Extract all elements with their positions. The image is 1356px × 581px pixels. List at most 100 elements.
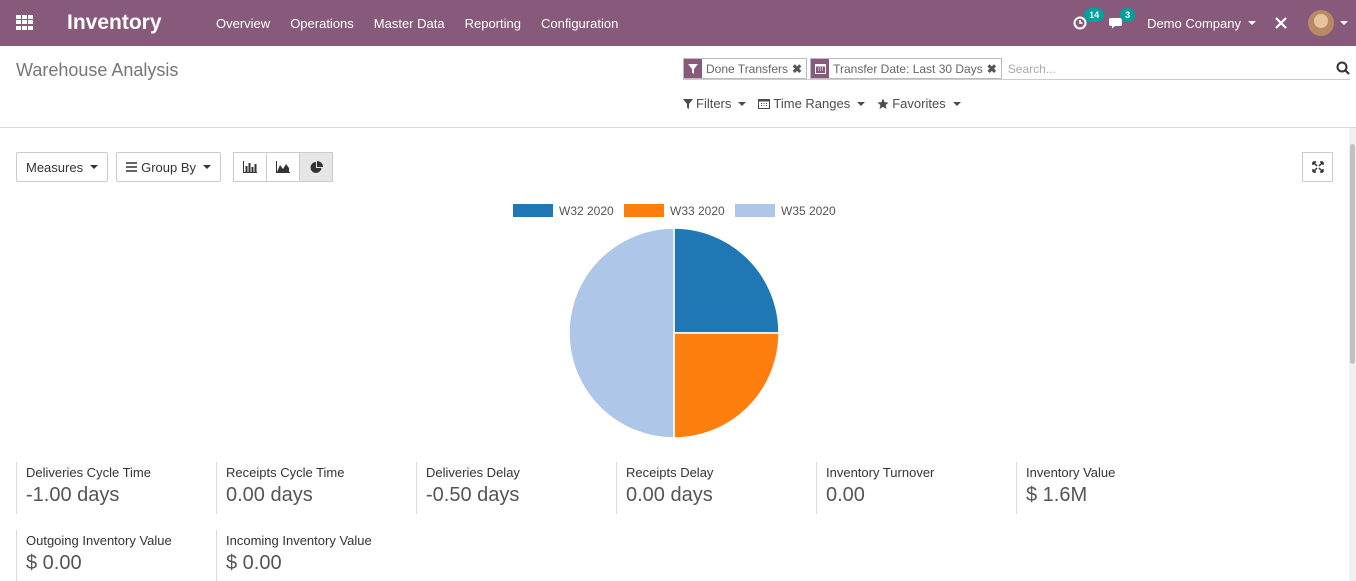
stat-deliveries-cycle-time[interactable]: Deliveries Cycle Time -1.00 days bbox=[16, 462, 216, 514]
menu-operations[interactable]: Operations bbox=[290, 15, 354, 31]
chevron-down-icon bbox=[1248, 21, 1256, 25]
tools-icon bbox=[1275, 17, 1287, 29]
chevron-down-icon bbox=[857, 101, 866, 106]
pie-slice-w35-2020[interactable] bbox=[568, 227, 675, 439]
fullscreen-button[interactable] bbox=[1302, 152, 1333, 182]
company-switcher[interactable]: Demo Company bbox=[1147, 16, 1256, 31]
bar-chart-button[interactable] bbox=[233, 152, 267, 182]
menu-configuration[interactable]: Configuration bbox=[540, 15, 619, 31]
stat-label: Deliveries Delay bbox=[426, 465, 520, 480]
facet-done-transfers: Done Transfers ✖ bbox=[683, 58, 808, 79]
user-menu-chevron-icon[interactable] bbox=[1340, 21, 1348, 25]
apps-menu-icon[interactable] bbox=[16, 15, 33, 30]
stat-label: Receipts Cycle Time bbox=[226, 465, 345, 480]
stat-deliveries-delay[interactable]: Deliveries Delay -0.50 days bbox=[416, 462, 616, 514]
debug-menu[interactable] bbox=[1274, 16, 1288, 30]
legend-item[interactable]: W32 2020 bbox=[513, 204, 614, 218]
bars-icon bbox=[126, 162, 138, 172]
time-ranges-dropdown[interactable]: Time Ranges bbox=[758, 96, 866, 111]
filter-icon bbox=[684, 59, 702, 78]
calendar-icon bbox=[758, 99, 771, 109]
activity-menu[interactable]: 14 bbox=[1073, 8, 1105, 30]
stat-incoming-inventory-value[interactable]: Incoming Inventory Value $ 0.00 bbox=[216, 530, 416, 581]
main-menu: Overview Operations Master Data Reportin… bbox=[206, 0, 628, 46]
stat-inventory-value[interactable]: Inventory Value $ 1.6M bbox=[1016, 462, 1216, 514]
pie-chart-button[interactable] bbox=[299, 152, 333, 182]
time-ranges-label: Time Ranges bbox=[773, 96, 851, 111]
favorites-dropdown[interactable]: Favorites bbox=[877, 96, 961, 111]
stat-label: Inventory Value bbox=[1026, 465, 1116, 480]
vertical-scrollbar[interactable] bbox=[1349, 128, 1356, 581]
stat-label: Receipts Delay bbox=[626, 465, 714, 480]
menu-master-data[interactable]: Master Data bbox=[373, 15, 445, 31]
control-panel: Warehouse Analysis Done Transfers ✖ Tran… bbox=[0, 46, 1356, 128]
star-icon bbox=[877, 98, 889, 109]
legend-label: W35 2020 bbox=[781, 204, 836, 218]
messages-menu[interactable]: 3 bbox=[1109, 8, 1136, 30]
comments-icon bbox=[1109, 18, 1123, 29]
menu-reporting[interactable]: Reporting bbox=[464, 15, 521, 31]
legend-label: W33 2020 bbox=[670, 204, 725, 218]
legend-item[interactable]: W35 2020 bbox=[735, 204, 836, 218]
top-navbar: Inventory Overview Operations Master Dat… bbox=[0, 0, 1356, 46]
graph-toolbar: Measures Group By bbox=[16, 152, 333, 182]
stat-value: -1.00 days bbox=[26, 484, 120, 506]
stat-value: 0.00 bbox=[826, 484, 865, 506]
measures-label: Measures bbox=[26, 159, 84, 175]
stat-value: 0.00 days bbox=[626, 484, 713, 506]
search-input[interactable] bbox=[1004, 61, 1350, 76]
stat-outgoing-inventory-value[interactable]: Outgoing Inventory Value $ 0.00 bbox=[16, 530, 216, 581]
legend-swatch bbox=[624, 204, 664, 217]
stat-label: Incoming Inventory Value bbox=[226, 533, 372, 548]
expand-icon bbox=[1311, 161, 1324, 173]
messages-badge: 3 bbox=[1120, 8, 1136, 22]
user-avatar[interactable] bbox=[1308, 10, 1334, 36]
facet-remove-icon[interactable]: ✖ bbox=[986, 61, 997, 76]
stat-value: 0.00 days bbox=[226, 484, 313, 506]
stat-label: Inventory Turnover bbox=[826, 465, 935, 480]
pie-chart: W32 2020 W33 2020 W35 2020 bbox=[513, 204, 836, 439]
stat-label: Deliveries Cycle Time bbox=[26, 465, 151, 480]
legend-swatch bbox=[735, 204, 775, 217]
filters-label: Filters bbox=[696, 96, 732, 111]
stat-inventory-turnover[interactable]: Inventory Turnover 0.00 bbox=[816, 462, 1016, 514]
facet-remove-icon[interactable]: ✖ bbox=[792, 61, 803, 76]
chart-type-switcher bbox=[233, 152, 333, 182]
pie-chart-icon bbox=[310, 160, 323, 173]
measures-dropdown[interactable]: Measures bbox=[16, 152, 109, 182]
group-by-label: Group By bbox=[141, 159, 196, 175]
legend-item[interactable]: W33 2020 bbox=[624, 204, 725, 218]
pie-slice-w33-2020[interactable] bbox=[673, 332, 780, 439]
line-chart-button[interactable] bbox=[266, 152, 300, 182]
legend-label: W32 2020 bbox=[559, 204, 614, 218]
activity-badge: 14 bbox=[1084, 8, 1105, 22]
company-name: Demo Company bbox=[1147, 15, 1241, 31]
stat-value: $ 0.00 bbox=[26, 552, 82, 574]
filter-icon bbox=[683, 98, 693, 109]
systray: 14 3 Demo Company bbox=[1073, 0, 1356, 46]
filters-dropdown[interactable]: Filters bbox=[683, 96, 747, 111]
scrollbar-thumb[interactable] bbox=[1350, 144, 1355, 364]
stat-receipts-cycle-time[interactable]: Receipts Cycle Time 0.00 days bbox=[216, 462, 416, 514]
stat-receipts-delay[interactable]: Receipts Delay 0.00 days bbox=[616, 462, 816, 514]
facet-label: Done Transfers bbox=[706, 61, 789, 76]
group-by-dropdown[interactable]: Group By bbox=[116, 152, 221, 182]
clock-icon bbox=[1073, 16, 1087, 30]
facet-transfer-date: Transfer Date: Last 30 Days ✖ bbox=[810, 58, 1002, 79]
menu-overview[interactable]: Overview bbox=[216, 15, 271, 31]
search-view: Done Transfers ✖ Transfer Date: Last 30 … bbox=[683, 58, 1350, 80]
pie-slice-w32-2020[interactable] bbox=[673, 227, 780, 334]
favorites-label: Favorites bbox=[892, 96, 946, 111]
stat-label: Outgoing Inventory Value bbox=[26, 533, 172, 548]
chevron-down-icon bbox=[738, 101, 747, 106]
stat-value: $ 1.6M bbox=[1026, 484, 1088, 506]
bar-chart-icon bbox=[243, 161, 257, 173]
facet-label: Transfer Date: Last 30 Days bbox=[833, 61, 983, 76]
chevron-down-icon bbox=[90, 165, 99, 169]
search-icon[interactable] bbox=[1336, 61, 1350, 78]
calendar-icon bbox=[811, 59, 830, 78]
app-name[interactable]: Inventory bbox=[67, 11, 162, 34]
legend-swatch bbox=[513, 204, 553, 217]
chevron-down-icon bbox=[952, 101, 961, 106]
stat-value: -0.50 days bbox=[426, 484, 520, 506]
